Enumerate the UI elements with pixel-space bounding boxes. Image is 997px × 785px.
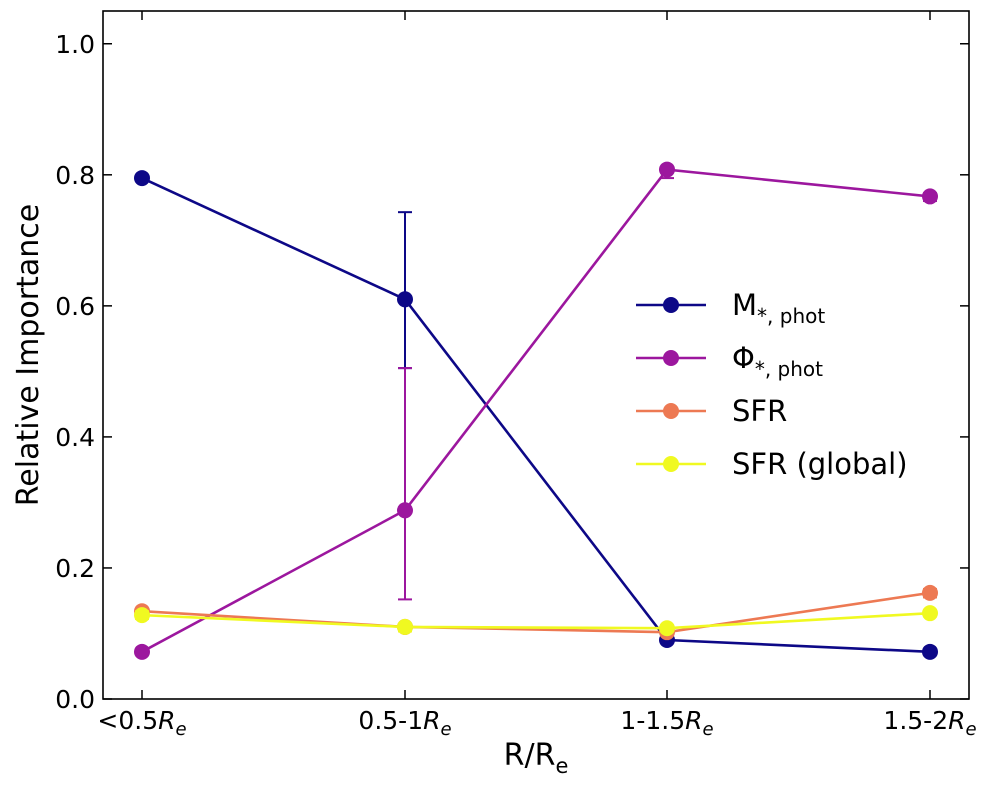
legend-label: Φ*, phot xyxy=(732,341,823,381)
series-0 xyxy=(134,170,938,660)
y-tick-label: 0.6 xyxy=(55,292,95,321)
axis-layer: 0.0 0.2 0.4 0.6 0.8 1.0 <0.5Re 0.5-1Re 1-1.5Re 1.… xyxy=(11,11,977,778)
data-point xyxy=(134,643,150,660)
data-point xyxy=(922,584,938,601)
series-line xyxy=(141,176,931,654)
y-axis-label: Relative Importance xyxy=(11,204,46,506)
series-1 xyxy=(134,161,938,660)
series-line xyxy=(141,611,931,630)
series-line xyxy=(141,168,931,653)
series-layer xyxy=(134,161,938,660)
y-tick-label: 0.4 xyxy=(55,423,95,452)
data-point xyxy=(134,170,150,187)
legend-entry-1: Φ*, phot xyxy=(636,341,823,381)
data-point xyxy=(659,161,675,178)
legend-marker xyxy=(663,403,679,419)
data-point xyxy=(922,605,938,622)
data-point xyxy=(134,607,150,624)
legend-marker xyxy=(663,456,679,472)
y-tick-label: 0.8 xyxy=(55,161,95,190)
y-tick-label: 1.0 xyxy=(55,30,95,59)
legend-entry-2: SFR xyxy=(636,394,787,428)
legend-entry-0: M*, phot xyxy=(636,288,825,328)
y-tick-label: 0.2 xyxy=(55,554,95,583)
data-point xyxy=(659,620,675,637)
legend: M*, phot Φ*, phot SFR SFR (global) xyxy=(636,288,908,481)
data-point xyxy=(397,618,413,635)
x-tick-label: 1-1.5Re xyxy=(620,706,713,740)
legend-label: SFR xyxy=(732,394,787,428)
series-3 xyxy=(134,605,938,637)
data-point xyxy=(397,291,413,308)
data-point xyxy=(397,502,413,519)
data-point xyxy=(922,188,938,205)
legend-entry-3: SFR (global) xyxy=(636,447,908,481)
legend-label: SFR (global) xyxy=(732,447,908,481)
data-point xyxy=(922,643,938,660)
legend-marker xyxy=(663,297,679,313)
x-tick-label: <0.5Re xyxy=(97,706,186,740)
legend-label: M*, phot xyxy=(732,288,825,328)
series-line xyxy=(141,591,931,634)
x-axis-label: R/Re xyxy=(504,738,569,778)
legend-marker xyxy=(663,350,679,366)
y-tick-label: 0.0 xyxy=(55,685,95,714)
x-tick-label: 0.5-1Re xyxy=(358,706,451,740)
x-tick-label: 1.5-2Re xyxy=(883,706,976,740)
plot-frame xyxy=(102,10,970,700)
